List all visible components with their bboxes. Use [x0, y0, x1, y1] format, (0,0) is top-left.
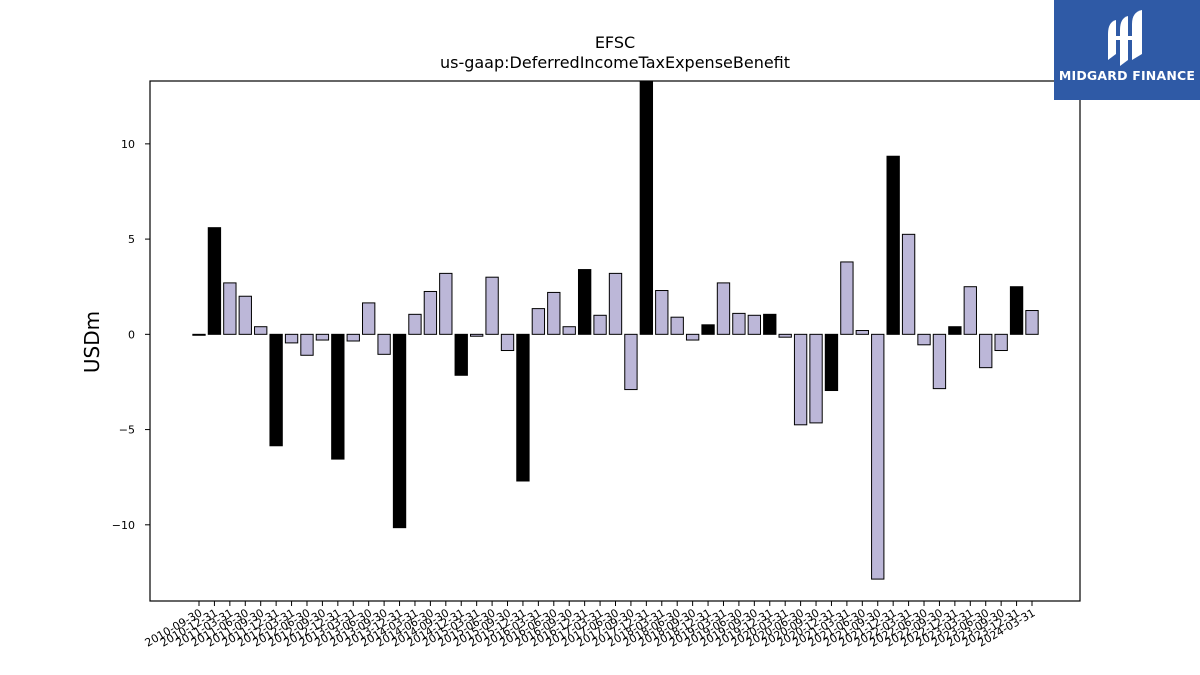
- bar: [670, 316, 684, 335]
- bar: [763, 313, 777, 335]
- bar: [500, 333, 515, 352]
- bar: [547, 291, 561, 335]
- bar: [655, 290, 669, 335]
- bar: [732, 312, 746, 335]
- y-tick-label: −5: [119, 424, 135, 437]
- bar: [362, 302, 376, 335]
- bar: [331, 333, 345, 460]
- bar: [408, 313, 422, 335]
- y-tick-label: 10: [121, 138, 135, 151]
- bar: [994, 333, 1008, 352]
- bar: [778, 333, 792, 338]
- chart-subtitle: us-gaap:DeferredIncomeTaxExpenseBenefit: [440, 53, 790, 72]
- bar: [485, 276, 499, 335]
- bar: [531, 308, 546, 335]
- y-tick-label: 0: [128, 328, 135, 341]
- chart-title: EFSC: [595, 33, 635, 52]
- bar: [824, 333, 839, 392]
- bar: [593, 314, 607, 335]
- bar: [392, 333, 407, 529]
- bar: [809, 333, 823, 424]
- bar: [1025, 310, 1039, 335]
- bar: [871, 333, 885, 580]
- bar: [377, 333, 391, 355]
- midgard-finance-logo-icon: [1108, 10, 1142, 66]
- bar: [284, 333, 299, 344]
- bar: [439, 272, 453, 335]
- bar: [932, 333, 947, 390]
- bar: [855, 330, 869, 335]
- bar: [192, 333, 206, 336]
- bar: [207, 227, 222, 335]
- brand-logo: MIDGARD FINANCE: [1054, 0, 1200, 100]
- bar: [701, 324, 715, 335]
- bar: [254, 326, 268, 335]
- bar: [454, 333, 468, 376]
- bar: [793, 333, 808, 426]
- bar: [840, 261, 854, 335]
- bar: [223, 282, 237, 335]
- bar: [747, 314, 761, 335]
- bars: [192, 80, 1039, 580]
- bar: [608, 272, 623, 335]
- bar: [639, 80, 654, 335]
- x-axis-ticks: 2010-09-302010-12-312011-03-312011-06-30…: [143, 601, 1038, 650]
- bar: [948, 326, 962, 335]
- bar: [238, 295, 252, 335]
- bar: [963, 286, 977, 335]
- bar: [979, 333, 993, 369]
- bar: [516, 333, 530, 482]
- bar: [300, 333, 314, 356]
- bar: [886, 155, 900, 335]
- brand-name: MIDGARD FINANCE: [1058, 68, 1196, 83]
- bar: [1009, 286, 1024, 335]
- bar: [685, 333, 700, 341]
- bar: [577, 269, 592, 335]
- bar: [917, 333, 931, 346]
- bar: [901, 233, 916, 335]
- y-tick-label: 5: [128, 233, 135, 246]
- bar: [470, 333, 484, 337]
- bar: [315, 333, 330, 341]
- bar: [423, 290, 438, 335]
- bar: [562, 326, 576, 335]
- bar: [624, 333, 638, 391]
- bar: [269, 333, 283, 447]
- y-axis-label: USDm: [80, 311, 104, 373]
- bar: [346, 333, 360, 342]
- y-axis-ticks: −10 −5 0 5 10: [112, 138, 150, 532]
- bar: [716, 282, 731, 335]
- y-tick-label: −10: [112, 519, 135, 532]
